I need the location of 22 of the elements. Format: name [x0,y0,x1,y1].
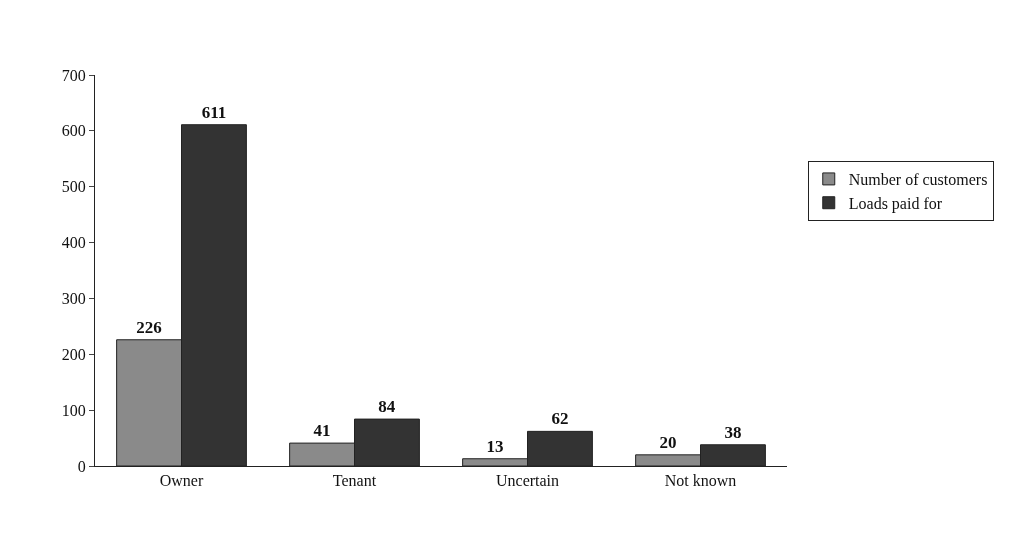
legend-label: Loads paid for [848,194,943,213]
y-tick-label: 300 [61,290,86,308]
data-label: 38 [724,422,742,442]
x-tick-label: Uncertain [495,472,560,490]
data-label: 41 [313,421,331,441]
y-tick-label: 700 [61,66,86,84]
y-tick-label: 100 [61,401,86,419]
x-tick-label: Owner [159,472,204,490]
x-tick-label: Not known [664,472,737,490]
legend-label: Number of customers [848,171,988,189]
data-label: 20 [659,432,677,452]
x-tick-label: Tenant [332,472,377,490]
data-label: 84 [378,397,396,417]
y-tick-label: 500 [61,178,86,196]
data-label: 226 [136,317,162,337]
y-tick-label: 400 [61,234,86,252]
data-label: 13 [486,436,504,456]
y-tick-label: 200 [61,345,86,363]
y-tick-label: 0 [77,457,86,475]
data-label: 62 [551,409,569,429]
y-tick-label: 600 [61,122,86,140]
data-label: 611 [201,102,227,122]
